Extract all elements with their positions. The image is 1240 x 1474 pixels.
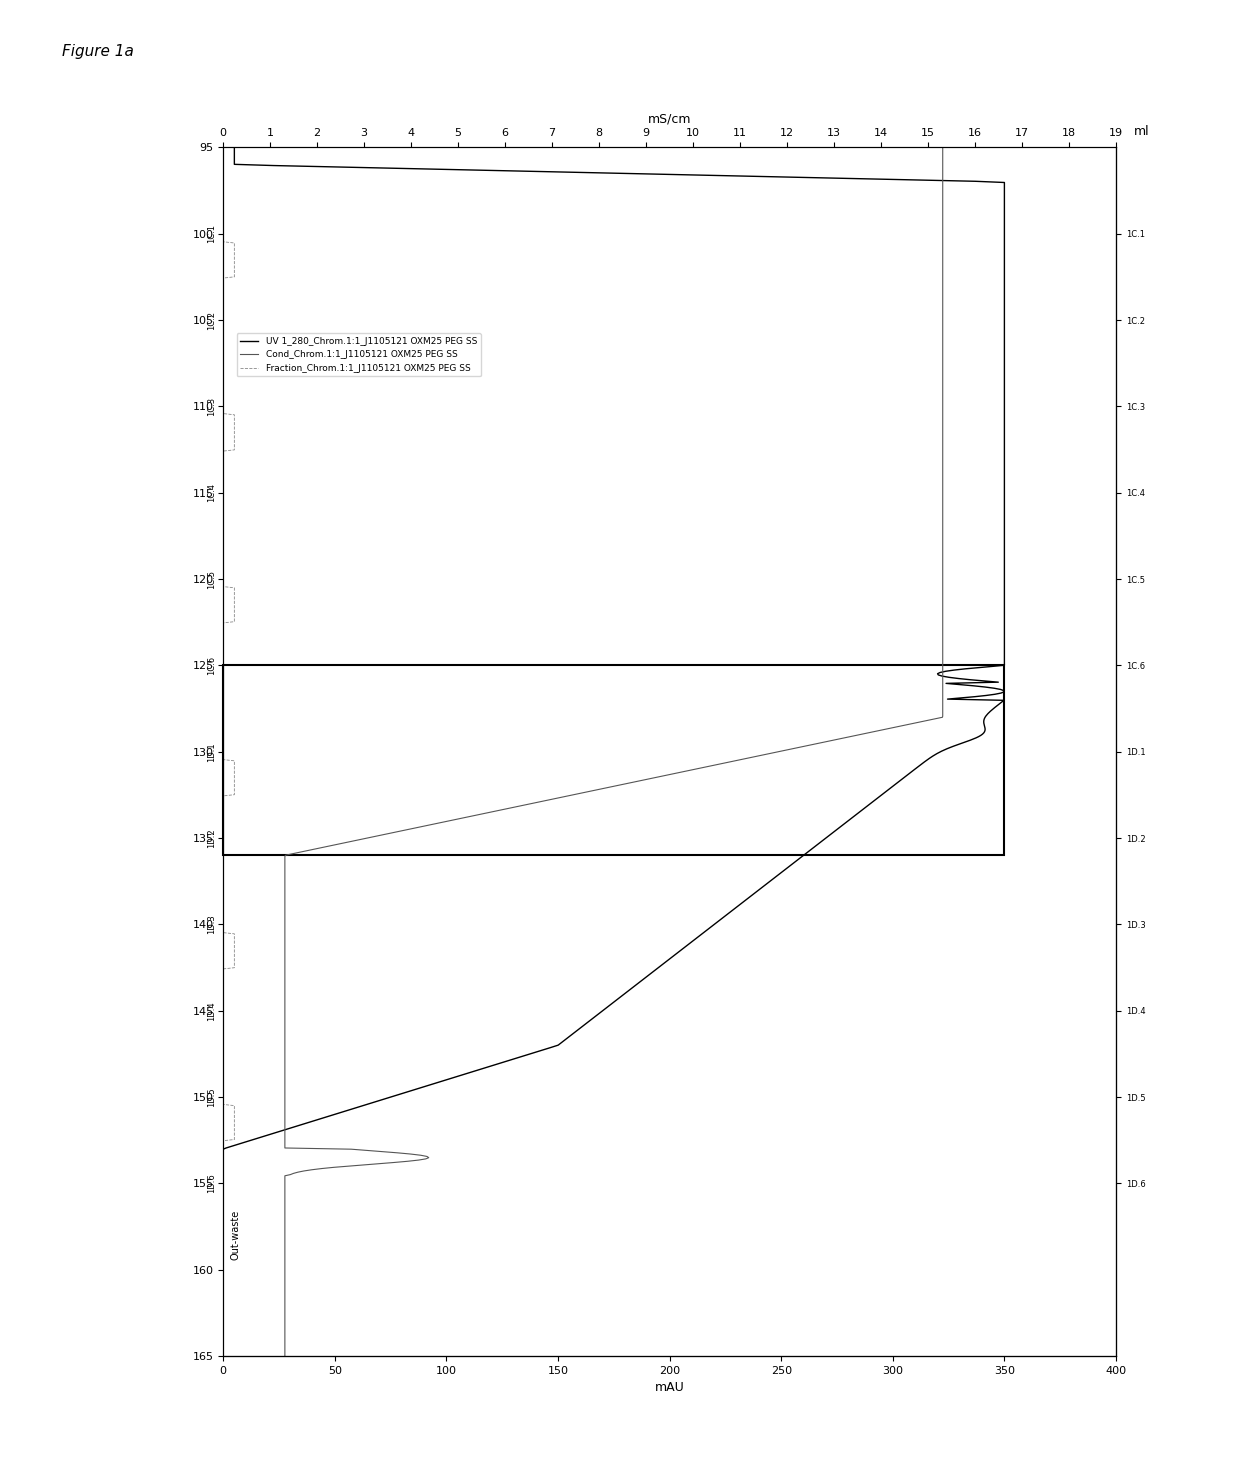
Cond_Chrom.1:1_J1105121 OXM25 PEG SS [278,1080,293,1098]
Line: UV 1_280_Chrom.1:1_J1105121 OXM25 PEG SS: UV 1_280_Chrom.1:1_J1105121 OXM25 PEG SS [223,147,1004,1356]
Text: 1D.3: 1D.3 [207,914,216,935]
Text: 1D.2: 1D.2 [207,828,216,848]
Text: 1C.1: 1C.1 [207,224,216,243]
Cond_Chrom.1:1_J1105121 OXM25 PEG SS [935,671,950,688]
UV 1_280_Chrom.1:1_J1105121 OXM25 PEG SS [963,671,978,688]
Cond_Chrom.1:1_J1105121 OXM25 PEG SS [935,139,950,156]
UV 1_280_Chrom.1:1_J1105121 OXM25 PEG SS [336,1103,351,1120]
Fraction_Chrom.1:1_J1105121 OXM25 PEG SS [227,262,242,280]
Text: ml: ml [1133,125,1149,139]
X-axis label: mAU: mAU [655,1381,684,1394]
Fraction_Chrom.1:1_J1105121 OXM25 PEG SS [216,1347,231,1365]
Line: Cond_Chrom.1:1_J1105121 OXM25 PEG SS: Cond_Chrom.1:1_J1105121 OXM25 PEG SS [285,147,942,1356]
Text: 1D.1: 1D.1 [207,741,216,762]
Text: 1C.5: 1C.5 [207,569,216,588]
Cond_Chrom.1:1_J1105121 OXM25 PEG SS [278,1347,293,1365]
Text: 1D.4: 1D.4 [207,1001,216,1020]
Cond_Chrom.1:1_J1105121 OXM25 PEG SS [278,1103,293,1120]
Fraction_Chrom.1:1_J1105121 OXM25 PEG SS [216,628,231,646]
UV 1_280_Chrom.1:1_J1105121 OXM25 PEG SS [639,968,653,986]
UV 1_280_Chrom.1:1_J1105121 OXM25 PEG SS [997,628,1012,646]
Text: 1C.4: 1C.4 [207,483,216,503]
Cond_Chrom.1:1_J1105121 OXM25 PEG SS [935,628,950,646]
Text: Out-waste: Out-waste [231,1210,241,1260]
UV 1_280_Chrom.1:1_J1105121 OXM25 PEG SS [407,1080,422,1098]
Text: Figure 1a: Figure 1a [62,44,134,59]
Fraction_Chrom.1:1_J1105121 OXM25 PEG SS [216,671,231,688]
Text: 1C.2: 1C.2 [207,311,216,330]
X-axis label: mS/cm: mS/cm [647,112,692,125]
Fraction_Chrom.1:1_J1105121 OXM25 PEG SS [216,139,231,156]
UV 1_280_Chrom.1:1_J1105121 OXM25 PEG SS [227,139,242,156]
Fraction_Chrom.1:1_J1105121 OXM25 PEG SS [216,968,231,986]
UV 1_280_Chrom.1:1_J1105121 OXM25 PEG SS [216,1347,231,1365]
Legend: UV 1_280_Chrom.1:1_J1105121 OXM25 PEG SS, Cond_Chrom.1:1_J1105121 OXM25 PEG SS, : UV 1_280_Chrom.1:1_J1105121 OXM25 PEG SS… [237,333,481,376]
Line: Fraction_Chrom.1:1_J1105121 OXM25 PEG SS: Fraction_Chrom.1:1_J1105121 OXM25 PEG SS [223,147,234,1356]
Text: 1D.6: 1D.6 [207,1173,216,1194]
Fraction_Chrom.1:1_J1105121 OXM25 PEG SS [216,1080,231,1098]
Bar [223,665,1004,855]
Cond_Chrom.1:1_J1105121 OXM25 PEG SS [278,968,293,986]
UV 1_280_Chrom.1:1_J1105121 OXM25 PEG SS [997,262,1012,280]
Text: 1D.5: 1D.5 [207,1088,216,1107]
Fraction_Chrom.1:1_J1105121 OXM25 PEG SS [227,1103,242,1120]
Cond_Chrom.1:1_J1105121 OXM25 PEG SS [935,262,950,280]
Text: 1C.3: 1C.3 [207,397,216,416]
Text: 1C.6: 1C.6 [207,656,216,675]
